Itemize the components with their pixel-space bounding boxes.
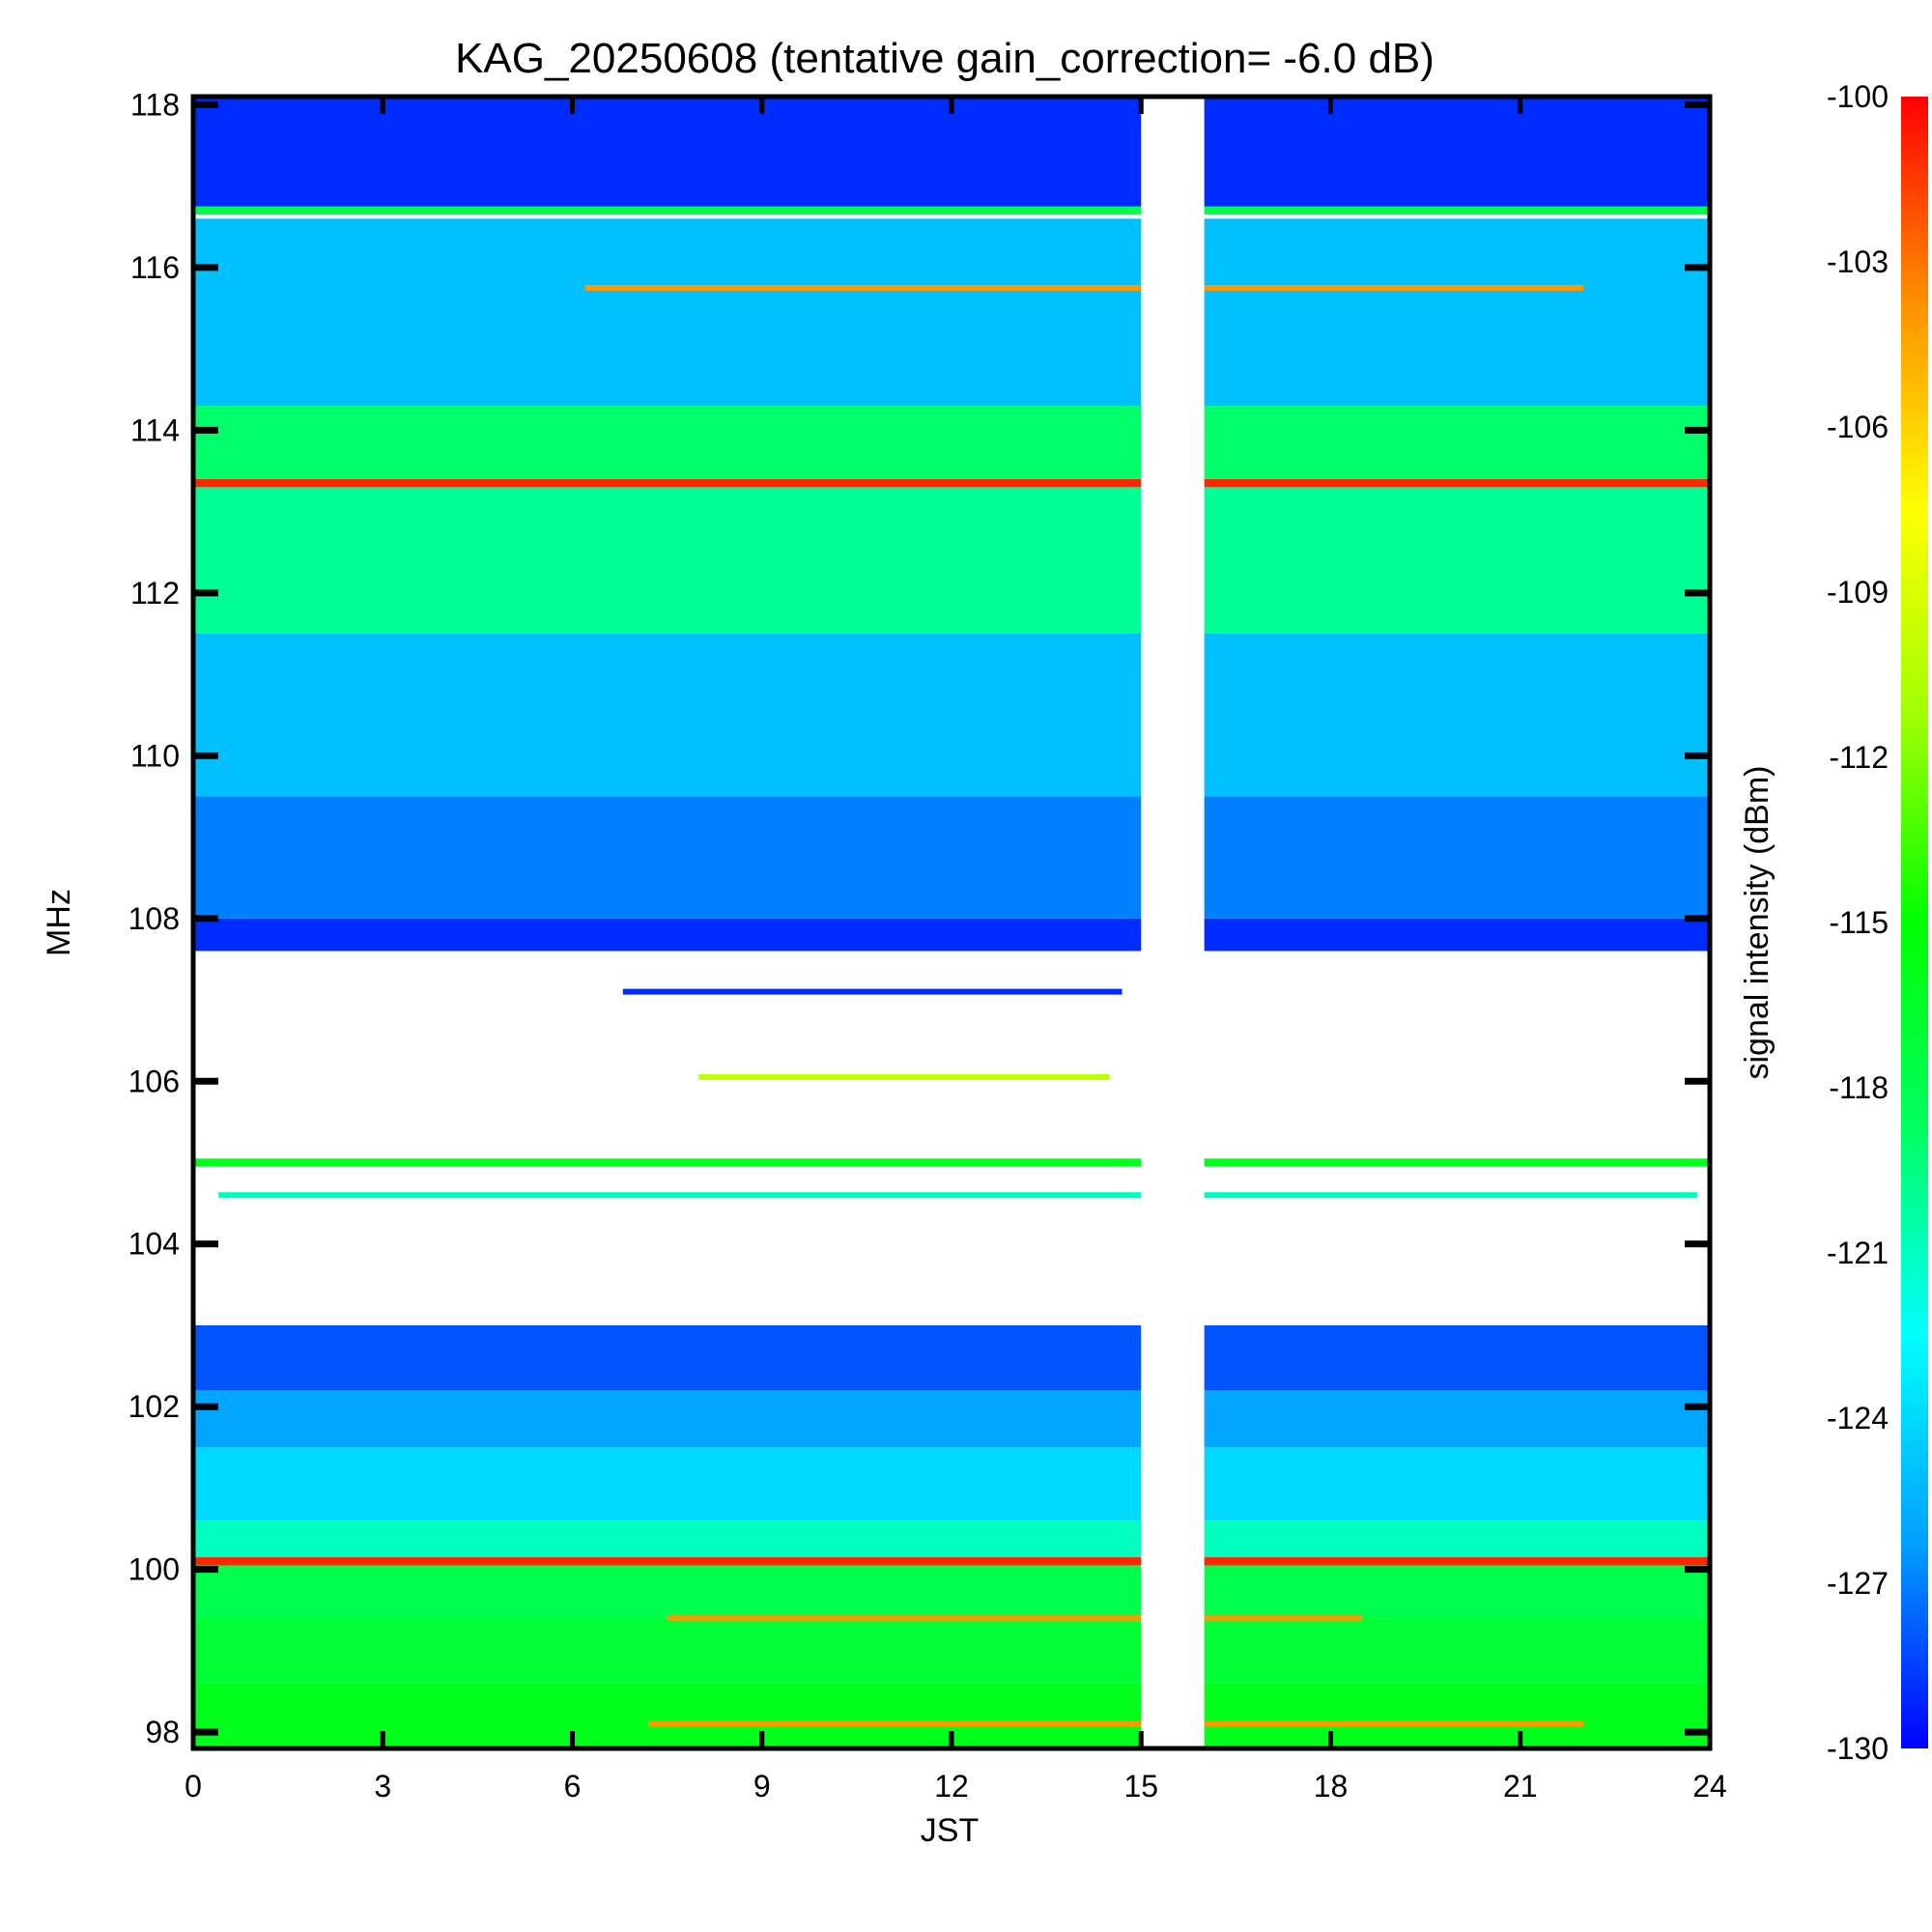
transient-signal-1-seg-0: [622, 988, 1122, 995]
colorbar-tick-label-0: -100: [1827, 79, 1889, 114]
frequency-band-8-seg-0: [193, 1158, 1142, 1167]
y-tick-label-4: 106: [128, 1064, 180, 1098]
x-tick-label-6: 18: [1314, 1769, 1349, 1804]
frequency-band-16-seg-0: [193, 206, 1142, 215]
colorbar-label: signal intensity (dBm): [1739, 765, 1776, 1079]
frequency-band-4-seg-1: [1204, 1520, 1710, 1558]
x-tick-label-7: 21: [1503, 1769, 1538, 1804]
frequency-band-17-seg-0: [193, 97, 1142, 207]
y-tick-label-2: 102: [128, 1389, 180, 1424]
colorbar: -100 -103 -106 -109 -112 -115 -118 -121 -124 -127…: [1827, 79, 1928, 1766]
frequency-band-7-seg-1: [1204, 1324, 1710, 1391]
transient-signal-5-seg-1: [1204, 1720, 1584, 1727]
frequency-band-5-seg-1: [1204, 1447, 1710, 1521]
frequency-band-6-seg-0: [193, 1390, 1142, 1448]
frequency-band-9-seg-1: [1204, 918, 1710, 952]
frequency-band-6-seg-1: [1204, 1390, 1710, 1448]
colorbar-tick-label-4: -112: [1829, 740, 1889, 775]
frequency-band-7-seg-0: [193, 1324, 1142, 1391]
x-tick-label-2: 6: [564, 1769, 582, 1804]
frequency-band-14-seg-0: [193, 406, 1142, 479]
x-axis-label: JST: [921, 1812, 979, 1849]
frequency-band-8-seg-1: [1204, 1158, 1710, 1167]
y-axis: 98 100 102 104 106 108 110 112 114 116 118: [128, 87, 1710, 1749]
colorbar-tick-label-5: -115: [1829, 905, 1889, 940]
colorbar-tick-label-2: -106: [1827, 410, 1889, 444]
plot-area: [190, 94, 1713, 1751]
y-tick-label-1: 100: [128, 1552, 180, 1587]
frequency-band-13-seg-1: [1204, 478, 1710, 488]
colorbar-tick-label-1: -103: [1827, 244, 1889, 279]
colorbar-tick-label-7: -121: [1827, 1236, 1889, 1270]
frequency-band-16-seg-1: [1204, 206, 1710, 215]
x-tick-label-1: 3: [374, 1769, 391, 1804]
frequency-band-1-seg-0: [193, 1618, 1142, 1684]
x-tick-label-3: 9: [753, 1769, 771, 1804]
frequency-band-13-seg-0: [193, 478, 1142, 488]
frequency-band-12-seg-0: [193, 487, 1142, 634]
x-axis: 0 3 6 9 12 15 18 21 24: [185, 97, 1727, 1804]
x-tick-label-5: 15: [1123, 1769, 1158, 1804]
transient-signal-0-seg-0: [584, 284, 1142, 291]
transient-signal-3-seg-1: [1204, 1192, 1697, 1199]
frequency-band-1-seg-1: [1204, 1618, 1710, 1684]
y-tick-label-6: 110: [130, 738, 180, 773]
frequency-band-15-seg-0: [193, 218, 1142, 407]
frequency-band-0-seg-0: [193, 1683, 1142, 1748]
y-tick-label-7: 112: [130, 576, 180, 611]
colorbar-tick-label-10: -130: [1827, 1731, 1889, 1766]
y-tick-label-5: 108: [128, 901, 180, 936]
colorbar-gradient: [1901, 97, 1928, 1748]
x-tick-label-0: 0: [185, 1769, 202, 1804]
frequency-band-0-seg-1: [1204, 1683, 1710, 1748]
frequency-band-10-seg-0: [193, 796, 1142, 919]
frequency-band-10-seg-1: [1204, 796, 1710, 919]
frequency-band-2-seg-1: [1204, 1565, 1710, 1619]
y-tick-label-10: 118: [130, 87, 180, 122]
colorbar-tick-label-3: -109: [1827, 575, 1889, 610]
frequency-band-3-seg-1: [1204, 1557, 1710, 1566]
frequency-band-11-seg-0: [193, 633, 1142, 797]
transient-signal-5-seg-0: [648, 1720, 1142, 1727]
transient-signal-4-seg-1: [1204, 1615, 1363, 1622]
frequency-band-11-seg-1: [1204, 633, 1710, 797]
frequency-band-12-seg-1: [1204, 487, 1710, 634]
frequency-band-17-seg-1: [1204, 97, 1710, 207]
chart-title: KAG_20250608 (tentative gain_correction=…: [455, 35, 1435, 82]
transient-signal-0-seg-1: [1204, 284, 1584, 291]
y-tick-label-3: 104: [128, 1227, 180, 1262]
frequency-band-2-seg-0: [193, 1565, 1142, 1619]
frequency-band-4-seg-0: [193, 1520, 1142, 1558]
y-tick-label-9: 116: [130, 250, 180, 285]
transient-signal-2-seg-0: [698, 1074, 1110, 1081]
colorbar-tick-label-6: -118: [1829, 1070, 1889, 1105]
y-axis-label: MHz: [41, 889, 77, 956]
x-tick-label-8: 24: [1692, 1769, 1727, 1804]
colorbar-tick-label-9: -127: [1827, 1566, 1889, 1601]
transient-signal-3-seg-0: [218, 1192, 1142, 1199]
frequency-band-9-seg-0: [193, 918, 1142, 952]
frequency-band-14-seg-1: [1204, 406, 1710, 479]
transient-signal-4-seg-0: [667, 1615, 1142, 1622]
frequency-band-5-seg-0: [193, 1447, 1142, 1521]
colorbar-tick-label-8: -124: [1827, 1401, 1889, 1435]
frequency-band-15-seg-1: [1204, 218, 1710, 407]
x-tick-label-4: 12: [934, 1769, 969, 1804]
frequency-band-3-seg-0: [193, 1557, 1142, 1566]
y-tick-label-0: 98: [145, 1715, 180, 1749]
y-tick-label-8: 114: [130, 412, 180, 447]
